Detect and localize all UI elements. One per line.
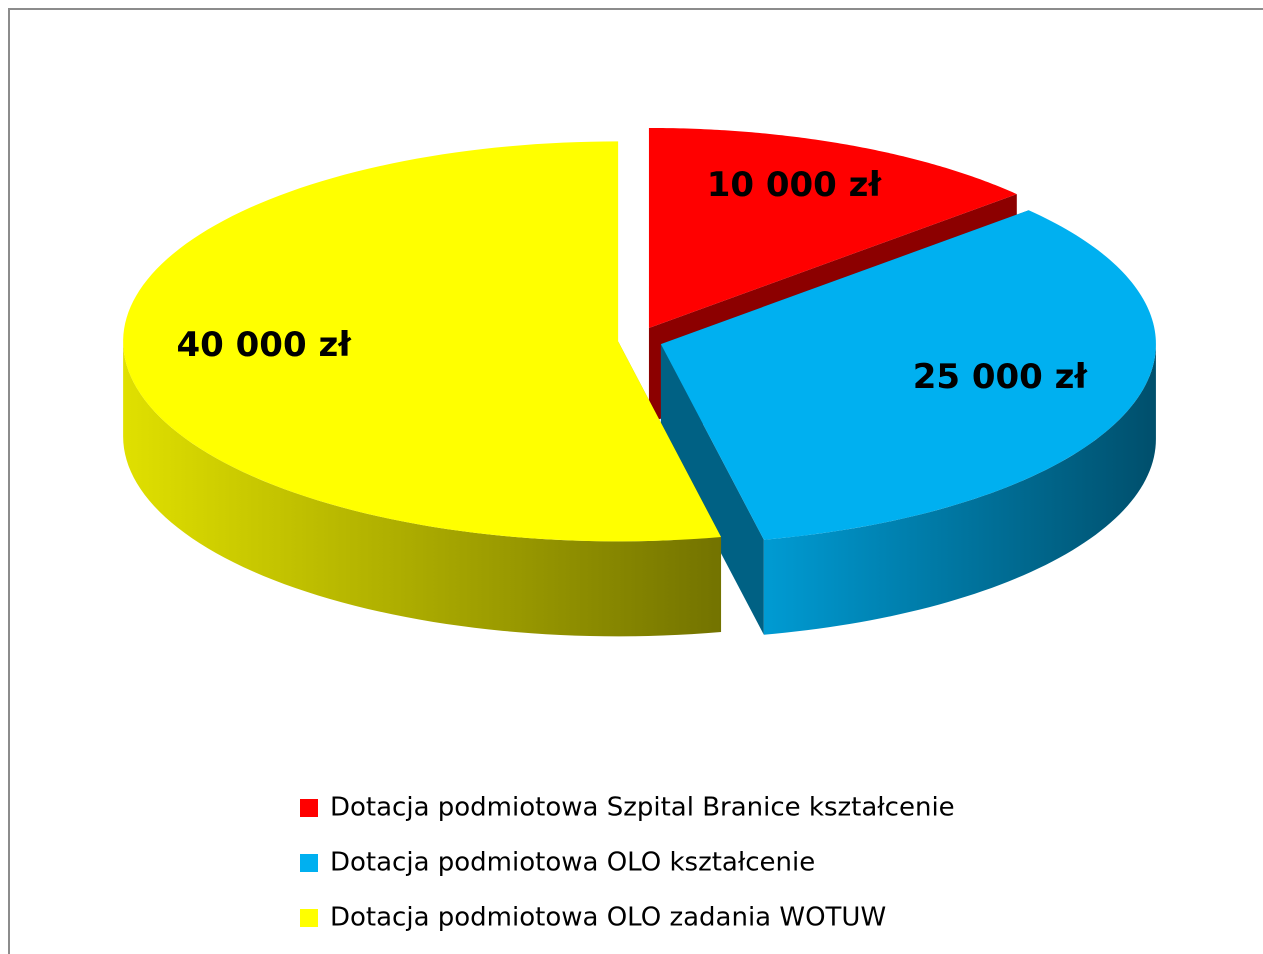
legend: Dotacja podmiotowa Szpital Branice kszta… xyxy=(300,793,955,933)
slice-side xyxy=(660,344,764,635)
slice-top xyxy=(648,127,1017,328)
slice xyxy=(660,210,1156,635)
slice-top xyxy=(660,210,1156,540)
legend-label: Dotacja podmiotowa Szpital Branice kszta… xyxy=(330,793,955,823)
legend-swatch xyxy=(300,799,318,817)
pie: 10 000 zł 25 000 zł 40 000 zł xyxy=(123,127,1156,637)
slice-top xyxy=(123,141,722,542)
legend-label: Dotacja podmiotowa OLO zadania WOTUW xyxy=(330,903,886,933)
legend-swatch xyxy=(300,854,318,872)
data-label: 10 000 zł xyxy=(707,165,883,205)
legend-label: Dotacja podmiotowa OLO kształcenie xyxy=(330,848,815,878)
slice-wall xyxy=(123,341,722,637)
data-label: 40 000 zł xyxy=(176,325,352,365)
slice-wall xyxy=(763,344,1156,635)
slice xyxy=(123,141,722,637)
data-label: 25 000 zł xyxy=(913,357,1089,397)
legend-swatch xyxy=(300,909,318,927)
